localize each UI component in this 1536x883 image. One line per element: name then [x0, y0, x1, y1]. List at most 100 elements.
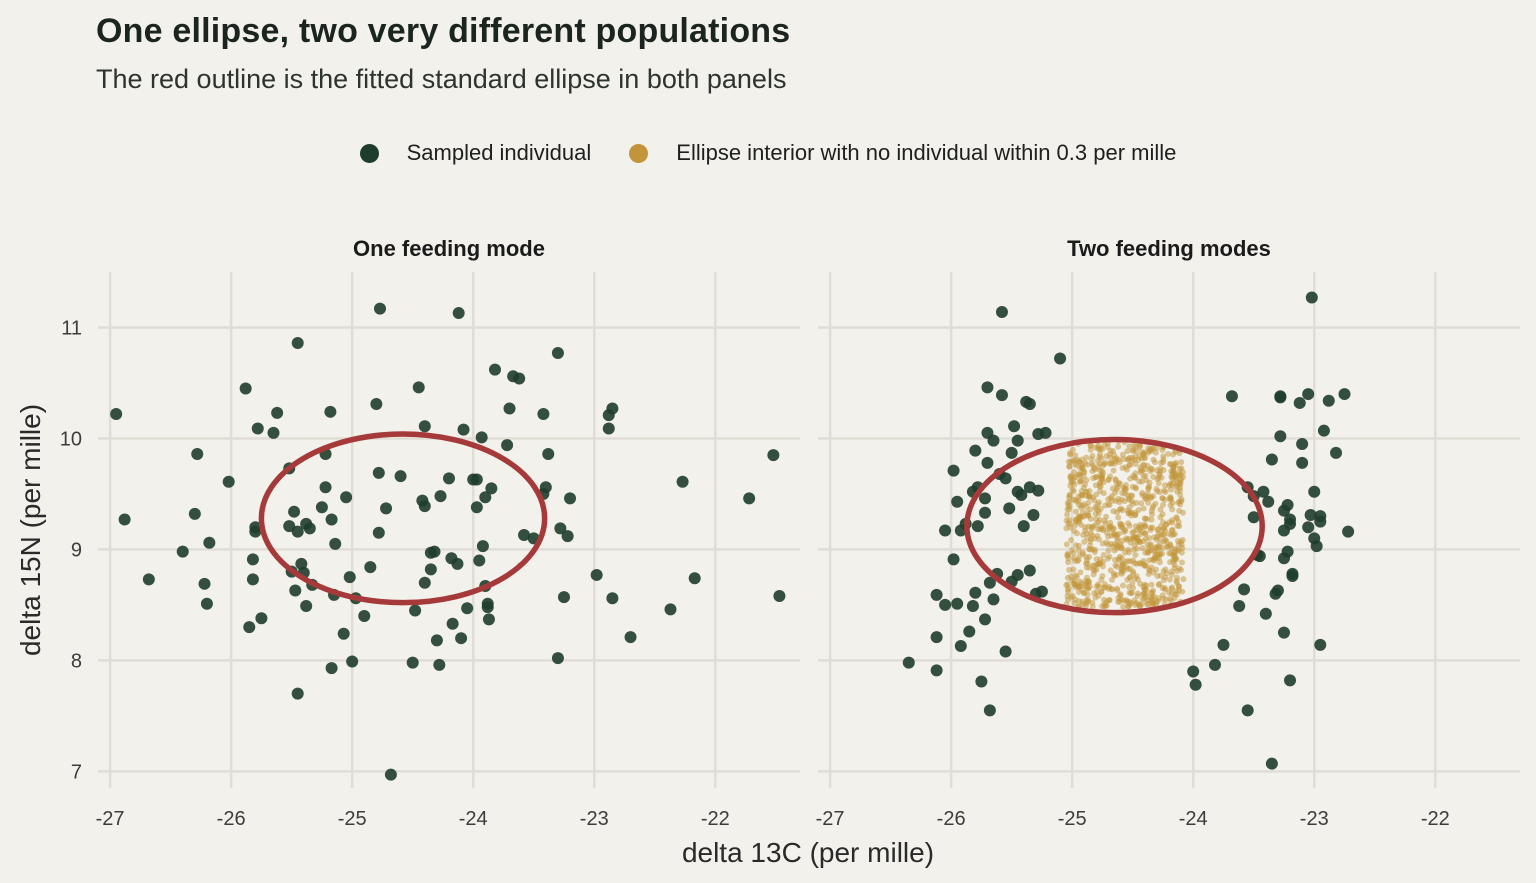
sample-point	[384, 768, 397, 781]
interior-fill-point	[1081, 538, 1088, 545]
legend-item-interior: Ellipse interior with no individual with…	[629, 140, 1176, 166]
sample-point	[142, 573, 155, 586]
interior-fill-point	[1109, 497, 1116, 504]
interior-fill-point	[1125, 510, 1132, 517]
interior-fill-point	[1069, 446, 1076, 453]
sample-point	[457, 423, 470, 436]
interior-fill-point	[1179, 559, 1186, 566]
interior-fill-point	[1139, 528, 1146, 535]
interior-fill-point	[1154, 554, 1161, 561]
interior-fill-point	[1135, 456, 1142, 463]
interior-fill-point	[1106, 553, 1113, 560]
sample-point	[346, 655, 359, 668]
sample-point	[1023, 398, 1036, 411]
interior-fill-point	[1126, 462, 1133, 469]
interior-fill-point	[1149, 524, 1156, 531]
sample-point	[418, 420, 431, 433]
sample-point	[606, 402, 619, 415]
sample-point	[1054, 352, 1067, 365]
sample-point	[539, 481, 552, 494]
x-tick-label: -27	[816, 808, 845, 830]
interior-fill-point	[1107, 447, 1114, 454]
sample-point	[983, 576, 996, 589]
interior-fill-point	[1083, 580, 1090, 587]
interior-fill-point	[1153, 536, 1160, 543]
interior-fill-point	[1166, 550, 1173, 557]
interior-fill-point	[1092, 594, 1099, 601]
sample-point	[418, 500, 431, 513]
interior-fill-point	[1160, 459, 1167, 466]
y-tick-label: 11	[61, 317, 82, 339]
sample-point	[1305, 291, 1318, 304]
panel-title: One feeding mode	[353, 236, 545, 261]
sample-point	[1296, 438, 1309, 450]
interior-fill-point	[1065, 520, 1072, 527]
interior-fill-point	[1166, 576, 1173, 583]
sample-point	[1241, 704, 1254, 717]
sample-point	[443, 472, 455, 485]
x-tick-label: -24	[459, 808, 488, 830]
sample-point	[203, 536, 216, 549]
interior-fill-point	[1132, 552, 1139, 559]
interior-fill-point	[1118, 554, 1125, 561]
interior-fill-point	[1155, 544, 1162, 551]
interior-fill-point	[1139, 596, 1146, 603]
interior-fill-point	[1132, 474, 1139, 481]
interior-fill-point	[1132, 470, 1139, 477]
interior-fill-point	[1128, 498, 1135, 505]
sample-point	[1039, 426, 1052, 439]
x-tick-label: -23	[580, 808, 609, 830]
interior-fill-point	[1123, 597, 1130, 604]
interior-fill-point	[1136, 478, 1143, 485]
sample-point	[446, 617, 459, 630]
sample-point	[291, 337, 304, 350]
interior-fill-point	[1066, 492, 1073, 499]
sample-point	[1265, 757, 1278, 770]
interior-fill-point	[1119, 465, 1126, 472]
sample-point	[424, 563, 437, 576]
interior-fill-point	[1129, 492, 1136, 499]
interior-fill-point	[1130, 528, 1137, 535]
interior-fill-point	[1110, 508, 1117, 515]
interior-fill-point	[1076, 459, 1083, 466]
sample-point	[518, 528, 531, 541]
interior-fill-point	[1068, 536, 1075, 543]
sample-point	[773, 590, 786, 603]
interior-fill-point	[1071, 577, 1078, 584]
interior-fill-point	[1124, 448, 1131, 455]
interior-fill-point	[1102, 459, 1109, 466]
sample-point	[975, 675, 988, 688]
interior-fill-point	[1129, 580, 1136, 587]
sample-point	[602, 422, 615, 435]
interior-fill-point	[1085, 512, 1092, 519]
sample-point	[743, 492, 756, 505]
sample-point	[303, 522, 316, 535]
interior-fill-point	[1064, 506, 1071, 513]
interior-fill-point	[1137, 560, 1144, 567]
interior-fill-point	[1159, 495, 1166, 502]
sample-point	[979, 613, 992, 626]
sample-point	[255, 612, 268, 625]
sample-point	[380, 502, 393, 515]
interior-fill-point	[1147, 541, 1154, 548]
sample-point	[246, 573, 259, 586]
interior-fill-point	[1084, 591, 1091, 598]
sample-point	[1015, 489, 1028, 502]
sample-point	[451, 557, 464, 570]
panel-1: One feeding mode -27 -26 -25 -24 -23 -22 7 8 9 10 1…	[60, 236, 800, 830]
sample-point	[434, 490, 447, 503]
interior-fill-point	[1072, 496, 1079, 503]
interior-fill-point	[1115, 530, 1122, 537]
x-tick-label: -26	[217, 808, 246, 830]
interior-fill-point	[1112, 476, 1119, 483]
sample-point	[482, 613, 495, 626]
interior-fill-point	[1068, 546, 1075, 553]
sample-point	[951, 495, 964, 508]
sample-point	[1011, 434, 1024, 447]
interior-fill-point	[1149, 589, 1156, 596]
x-tick-label: -27	[96, 808, 125, 830]
interior-fill-point	[1096, 483, 1103, 490]
interior-fill-point	[1139, 591, 1146, 598]
interior-fill-point	[1071, 554, 1078, 561]
